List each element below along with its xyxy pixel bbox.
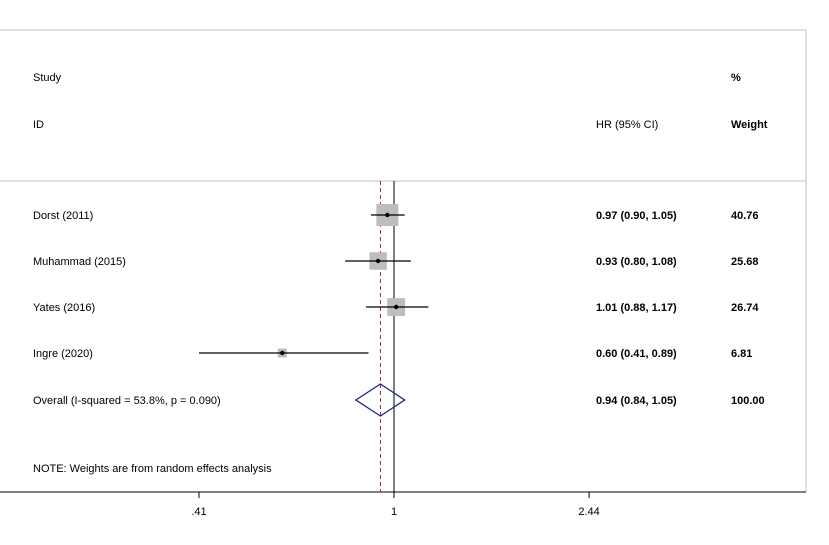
header-weight: Weight xyxy=(731,119,768,131)
study-label: Muhammad (2015) xyxy=(33,256,126,268)
study-hr-ci: 0.60 (0.41, 0.89) xyxy=(596,348,677,360)
overall-weight: 100.00 xyxy=(731,395,765,407)
study-label: Ingre (2020) xyxy=(33,348,93,360)
study-hr-ci: 1.01 (0.88, 1.17) xyxy=(596,302,677,314)
study-point-estimate xyxy=(280,350,285,356)
study-weight: 25.68 xyxy=(731,256,759,268)
x-axis-ticks: .41 1 2.44 xyxy=(191,492,600,518)
overall-diamond xyxy=(354,383,406,417)
study-weight: 40.76 xyxy=(731,210,759,222)
study-label: Yates (2016) xyxy=(33,302,95,314)
plot-marks xyxy=(199,181,429,492)
x-tick-label: .41 xyxy=(191,506,206,518)
study-point-estimate xyxy=(393,304,399,310)
header-effect: HR (95% CI) xyxy=(596,119,658,131)
overall-label: Overall (I-squared = 53.8%, p = 0.090) xyxy=(33,395,221,407)
header-id: ID xyxy=(33,119,44,131)
study-weight: 6.81 xyxy=(731,348,752,360)
overall-hr-ci: 0.94 (0.84, 1.05) xyxy=(596,395,677,407)
study-hr-ci: 0.97 (0.90, 1.05) xyxy=(596,210,677,222)
header-weight-percent: % xyxy=(731,72,741,84)
x-tick-label: 2.44 xyxy=(578,506,599,518)
header-study: Study xyxy=(33,72,62,84)
study-weight: 26.74 xyxy=(731,302,759,314)
row-labels: Dorst (2011) 0.97 (0.90, 1.05) 40.76 Muhamm… xyxy=(33,210,765,407)
study-hr-ci: 0.93 (0.80, 1.08) xyxy=(596,256,677,268)
x-tick-label: 1 xyxy=(391,506,397,518)
weights-note: NOTE: Weights are from random effects an… xyxy=(33,463,272,475)
study-point-estimate xyxy=(385,212,390,218)
study-point-estimate xyxy=(375,258,381,264)
study-label: Dorst (2011) xyxy=(33,210,93,222)
